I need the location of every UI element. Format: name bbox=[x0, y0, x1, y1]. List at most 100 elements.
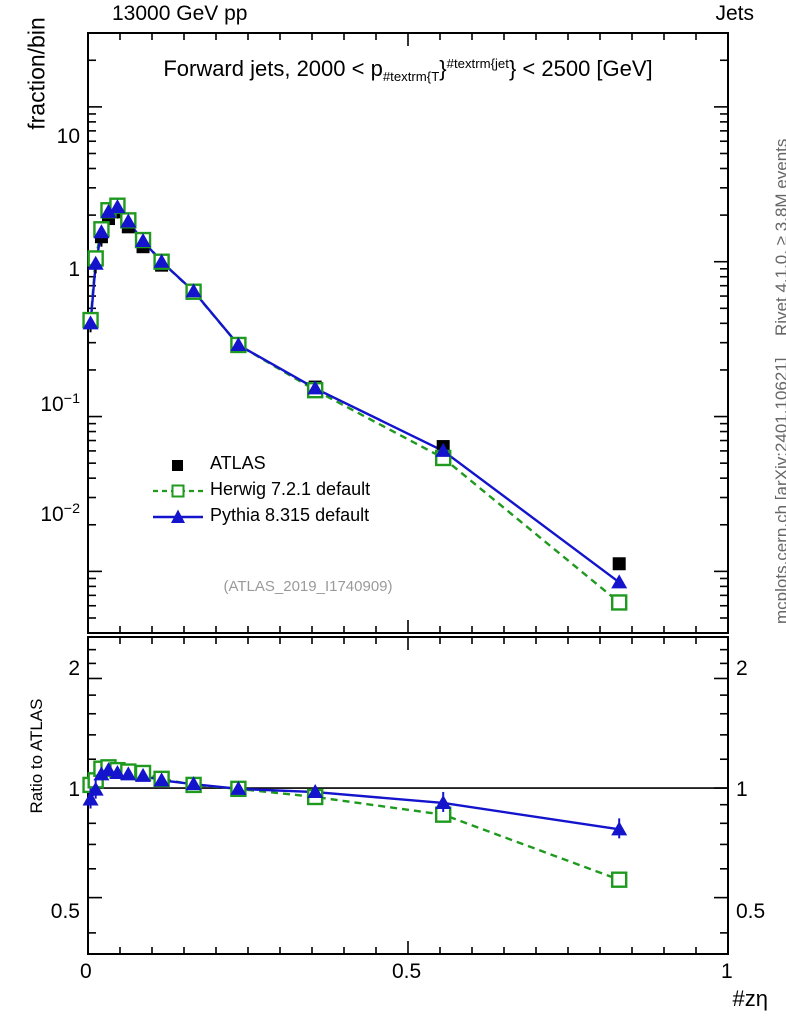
atlas-marker-main bbox=[612, 557, 626, 571]
legend-marker-atlas bbox=[152, 452, 204, 478]
pythia-marker-main bbox=[185, 283, 202, 298]
y-axis-title-ratio: Ratio to ATLAS bbox=[27, 698, 46, 814]
pythia-marker-ratio bbox=[82, 791, 99, 806]
herwig-marker-ratio bbox=[307, 788, 324, 806]
y-tick-label-ratio-right-0: 2 bbox=[736, 657, 748, 680]
herwig-marker-ratio bbox=[120, 763, 137, 780]
y-tick-label-main-2: 10−1 bbox=[40, 391, 80, 416]
y-tick-label-ratio-right-1: 1 bbox=[736, 778, 748, 801]
pythia-marker-main bbox=[435, 442, 452, 457]
pythia-marker-main bbox=[109, 199, 126, 214]
atlas-marker-main bbox=[436, 440, 450, 454]
herwig-marker-ratio bbox=[185, 776, 202, 794]
legend-label-herwig: Herwig 7.2.1 default bbox=[210, 479, 371, 499]
herwig-marker-main bbox=[100, 202, 117, 219]
analysis-category-label: Jets bbox=[715, 2, 754, 25]
pythia-marker-ratio bbox=[100, 762, 117, 777]
pythia-marker-ratio bbox=[307, 784, 324, 799]
herwig-marker-ratio bbox=[100, 759, 117, 776]
herwig-marker-main bbox=[153, 253, 170, 270]
ratio-panel-frame bbox=[87, 636, 729, 955]
herwig-marker-main bbox=[185, 283, 202, 300]
y-tick-label-main-0: 10 bbox=[56, 125, 80, 148]
plot-title-superscript: #textrm{jet bbox=[446, 56, 509, 71]
atlas-marker-main bbox=[121, 220, 135, 234]
pythia-marker-main bbox=[230, 336, 247, 351]
legend-marker-pythia bbox=[152, 504, 204, 530]
pythia-marker-ratio bbox=[230, 780, 247, 795]
pythia-marker-main bbox=[120, 213, 137, 228]
herwig-main-line bbox=[89, 204, 620, 604]
atlas-marker-main bbox=[155, 258, 169, 272]
herwig-marker-ratio bbox=[93, 760, 110, 777]
herwig-marker-ratio bbox=[435, 806, 452, 823]
plot-title-brace1: } bbox=[439, 56, 447, 82]
herwig-ratio-line bbox=[89, 766, 620, 881]
y-tick-label-main-1: 1 bbox=[68, 258, 80, 281]
herwig-marker-main bbox=[109, 197, 126, 214]
herwig-marker-ratio bbox=[82, 776, 99, 794]
herwig-marker-ratio bbox=[153, 770, 170, 788]
legend-label-atlas: ATLAS bbox=[210, 453, 266, 473]
main-panel-frame bbox=[87, 32, 729, 634]
pythia-marker-ratio bbox=[93, 766, 110, 781]
atlas-marker-main bbox=[110, 205, 124, 219]
herwig-marker-ratio bbox=[134, 764, 152, 782]
atlas-marker-main bbox=[308, 380, 322, 394]
pythia-marker-ratio bbox=[120, 766, 137, 781]
pythia-marker-ratio bbox=[109, 764, 126, 779]
herwig-marker-ratio bbox=[611, 871, 628, 888]
herwig-marker-main bbox=[134, 231, 152, 249]
pythia-marker-ratio bbox=[611, 821, 628, 836]
x-tick-label-1: 0.5 bbox=[392, 960, 422, 983]
y-tick-label-main-3: 10−2 bbox=[40, 501, 80, 526]
pythia-marker-ratio bbox=[135, 767, 152, 782]
pythia-marker-main bbox=[87, 255, 104, 270]
x-tick-label-0: 0 bbox=[80, 960, 92, 983]
pythia-marker-main bbox=[93, 224, 110, 239]
plot-title-subscript: #textrm{T bbox=[382, 68, 440, 84]
herwig-marker-main bbox=[82, 311, 99, 329]
mcplots-source-caption: mcplots.cern.ch [arXiv:2401.10621] bbox=[772, 357, 786, 624]
plot-title-post: } < 2500 [GeV] bbox=[508, 56, 653, 82]
herwig-marker-ratio bbox=[230, 780, 247, 798]
herwig-marker-main bbox=[230, 336, 247, 354]
y-tick-label-ratio-left-1: 1 bbox=[68, 778, 80, 801]
atlas-marker-main bbox=[101, 212, 115, 226]
y-tick-label-ratio-left-0: 2 bbox=[68, 657, 80, 680]
herwig-marker-ratio bbox=[87, 772, 104, 789]
herwig-marker-main bbox=[93, 221, 110, 238]
atlas-marker-main bbox=[89, 255, 103, 269]
x-axis-title: #zη bbox=[732, 986, 768, 1011]
plot-title-pre: Forward jets, 2000 < p bbox=[163, 56, 383, 82]
plot-title: Forward jets, 2000 < p#textrm{T}#textrm{… bbox=[88, 56, 728, 84]
pythia-marker-main bbox=[135, 233, 152, 248]
pythia-marker-ratio bbox=[185, 776, 202, 791]
atlas-marker-main bbox=[136, 240, 150, 254]
herwig-marker-main bbox=[611, 594, 628, 611]
atlas-marker-main bbox=[94, 230, 108, 244]
pythia-marker-ratio bbox=[87, 781, 104, 796]
x-tick-label-2: 1 bbox=[721, 960, 733, 983]
legend-marker-herwig bbox=[152, 478, 204, 504]
pythia-marker-main bbox=[100, 203, 117, 218]
pythia-marker-ratio bbox=[153, 772, 170, 787]
herwig-marker-main bbox=[120, 212, 137, 229]
pythia-marker-ratio bbox=[435, 794, 452, 809]
analysis-id-watermark: (ATLAS_2019_I1740909) bbox=[223, 578, 393, 595]
rivet-version-caption: Rivet 4.1.0, ≥ 3.8M events bbox=[772, 138, 786, 336]
pythia-marker-main bbox=[611, 574, 628, 589]
herwig-marker-main bbox=[87, 250, 104, 267]
pythia-marker-main bbox=[153, 253, 170, 268]
pythia-marker-main bbox=[307, 380, 324, 395]
pythia-marker-main bbox=[82, 315, 99, 330]
atlas-marker-main bbox=[187, 286, 201, 300]
atlas-marker-main bbox=[84, 315, 98, 329]
herwig-marker-main bbox=[435, 449, 452, 467]
y-tick-label-ratio-left-2: 0.5 bbox=[50, 900, 80, 923]
herwig-marker-ratio bbox=[109, 761, 126, 779]
legend-label-pythia: Pythia 8.315 default bbox=[210, 505, 370, 525]
beam-energy-label: 13000 GeV pp bbox=[112, 2, 248, 25]
atlas-marker-main bbox=[231, 338, 245, 352]
